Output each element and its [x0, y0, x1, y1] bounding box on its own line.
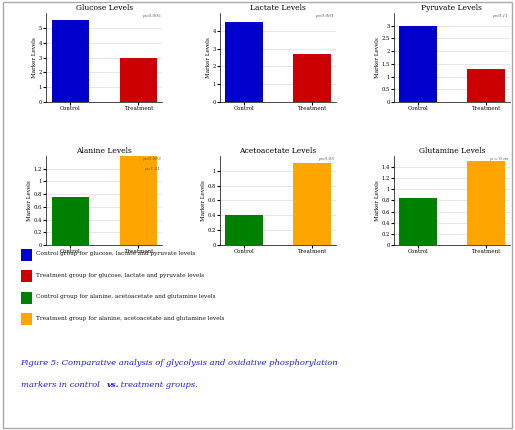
Text: markers in control: markers in control: [21, 381, 102, 389]
Text: vs.: vs.: [107, 381, 119, 389]
Text: p<0.001: p<0.001: [316, 14, 335, 18]
Text: Treatment group for glucose, lactate and pyruvate levels: Treatment group for glucose, lactate and…: [36, 273, 204, 278]
Text: p = 0.ns: p = 0.ns: [490, 157, 509, 161]
Bar: [467, 69, 505, 102]
Bar: [294, 54, 331, 102]
Title: Pyruvate Levels: Pyruvate Levels: [421, 4, 483, 12]
Bar: [399, 198, 437, 245]
Text: p<0.05: p<0.05: [319, 157, 335, 161]
Y-axis label: Marker Levels: Marker Levels: [375, 180, 380, 221]
Bar: [294, 163, 331, 245]
Bar: [52, 20, 89, 102]
Text: Control group for glucose, lactate and pyruvate levels: Control group for glucose, lactate and p…: [36, 251, 195, 256]
Bar: [52, 197, 89, 245]
Text: Treatment group for alanine, acetoacetate and glutamine levels: Treatment group for alanine, acetoacetat…: [36, 316, 225, 321]
Y-axis label: Marker Levels: Marker Levels: [32, 37, 38, 78]
Text: Control group for alanine, acetoacetate and glutamine levels: Control group for alanine, acetoacetate …: [36, 294, 216, 299]
Y-axis label: Marker Levels: Marker Levels: [27, 180, 32, 221]
Title: Glucose Levels: Glucose Levels: [76, 4, 133, 12]
Title: Acetoacetate Levels: Acetoacetate Levels: [239, 147, 317, 155]
Y-axis label: Marker Levels: Marker Levels: [206, 37, 211, 78]
Title: Lactate Levels: Lactate Levels: [250, 4, 306, 12]
Bar: [119, 58, 157, 102]
Text: treatment groups.: treatment groups.: [118, 381, 198, 389]
Y-axis label: Marker Levels: Marker Levels: [375, 37, 380, 78]
Title: Glutamine Levels: Glutamine Levels: [419, 147, 485, 155]
Bar: [399, 26, 437, 102]
Title: Alanine Levels: Alanine Levels: [76, 147, 132, 155]
Y-axis label: Marker Levels: Marker Levels: [201, 180, 206, 221]
Bar: [467, 161, 505, 245]
Text: p=1.21: p=1.21: [145, 166, 161, 171]
Text: Figure 5: Comparative analysis of glycolysis and oxidative phosphorylation: Figure 5: Comparative analysis of glycol…: [21, 359, 338, 367]
Bar: [226, 22, 263, 102]
Bar: [119, 34, 157, 245]
Text: p=0.005: p=0.005: [142, 14, 161, 18]
Text: p=0.003: p=0.003: [142, 157, 161, 161]
Text: p<0.11: p<0.11: [493, 14, 509, 18]
Bar: [226, 215, 263, 245]
